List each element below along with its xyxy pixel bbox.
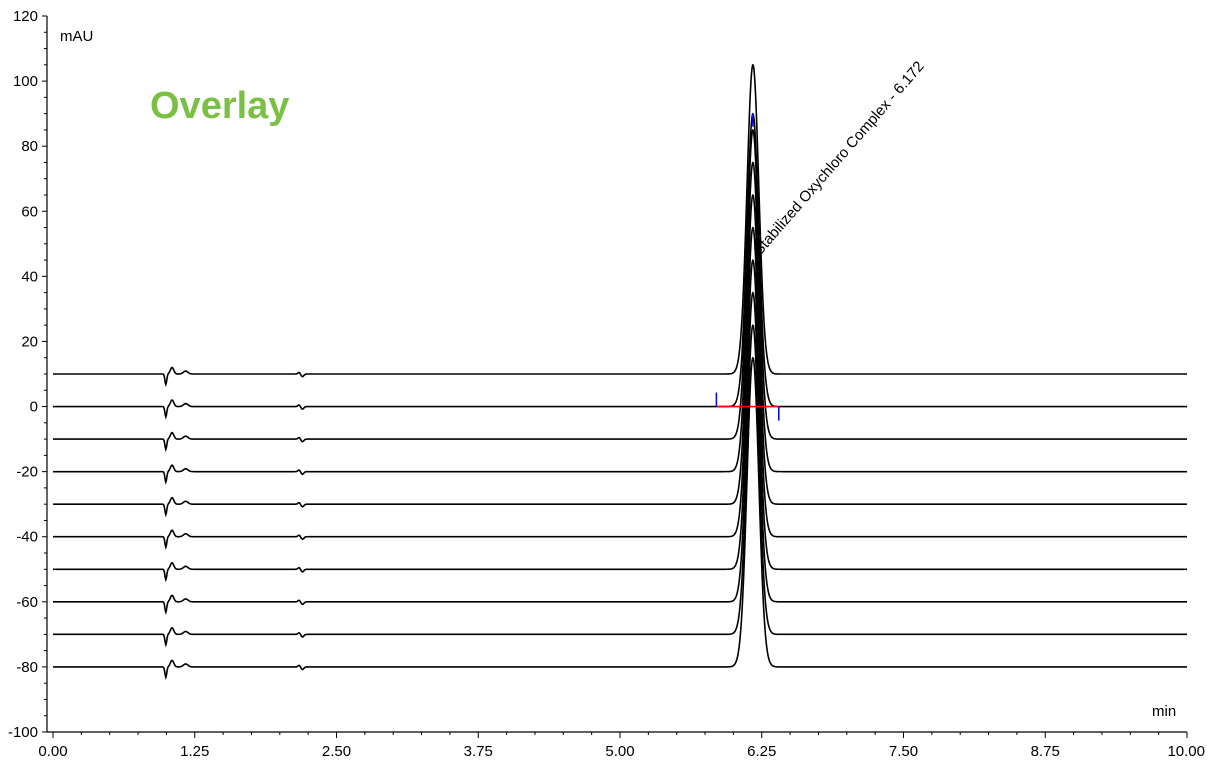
overlay-title: Overlay — [150, 85, 289, 127]
y-tick-label: -60 — [16, 594, 38, 611]
axes: -100 -80 -60 -40 -20 0 20 40 60 80 100 120 0.00 1.25 2… — [8, 8, 1205, 760]
x-unit-label: min — [1152, 703, 1176, 720]
x-tick-label: 0.00 — [38, 743, 67, 760]
chromatogram-traces — [53, 63, 1187, 681]
x-tick-label: 7.50 — [889, 743, 918, 760]
y-tick-label: 60 — [21, 203, 38, 220]
chromatogram-trace — [53, 161, 1187, 485]
y-tick-label: 120 — [13, 8, 38, 25]
integration-markers — [715, 113, 780, 421]
chromatogram-trace — [53, 324, 1187, 648]
chromatogram-trace — [53, 194, 1187, 518]
x-tick-label: 6.25 — [747, 743, 776, 760]
x-tick-label: 1.25 — [180, 743, 209, 760]
x-tick-label: 3.75 — [464, 743, 493, 760]
x-tick-label: 8.75 — [1031, 743, 1060, 760]
y-tick-label: 80 — [21, 138, 38, 155]
peak-label: Stabilized Oxychloro Complex - 6.172 — [750, 58, 927, 259]
chromatogram-trace — [53, 291, 1187, 615]
y-tick-label: -80 — [16, 659, 38, 676]
x-tick-label: 5.00 — [605, 743, 634, 760]
chromatogram-trace — [53, 259, 1187, 583]
y-unit-label: mAU — [60, 28, 93, 45]
y-tick-label: -100 — [8, 724, 38, 741]
chromatogram-trace — [53, 63, 1187, 388]
chromatogram-trace — [53, 112, 1187, 420]
chromatogram-trace — [53, 226, 1187, 550]
y-tick-label: 100 — [13, 73, 38, 90]
y-tick-label: -40 — [16, 529, 38, 546]
x-tick-label: 10.00 — [1167, 743, 1205, 760]
y-tick-label: -20 — [16, 464, 38, 481]
y-tick-label: 0 — [30, 399, 38, 416]
chromatogram-trace — [53, 128, 1187, 453]
chromatogram-trace — [53, 356, 1187, 681]
x-tick-label: 2.50 — [322, 743, 351, 760]
y-tick-label: 40 — [21, 268, 38, 285]
y-tick-label: 20 — [21, 333, 38, 350]
